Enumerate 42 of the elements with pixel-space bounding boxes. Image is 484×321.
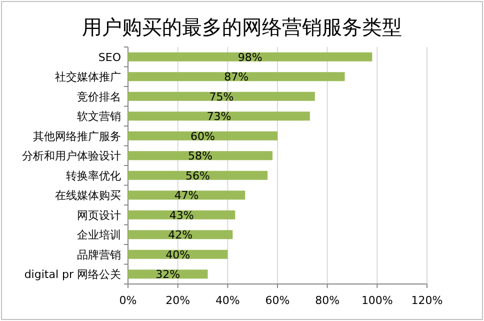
y-tick-label: 分析和用户体验设计: [22, 150, 121, 163]
x-tick-label: 80%: [315, 294, 340, 307]
bar: [128, 230, 233, 240]
y-tick-label: 转换率优化: [66, 169, 121, 182]
data-label: 87%: [224, 70, 249, 84]
bar: [128, 151, 273, 160]
x-tick-label: 60%: [265, 294, 290, 307]
x-tick-label: 100%: [361, 294, 393, 307]
y-tick-label: 企业培训: [77, 228, 121, 242]
y-tick-label: 在线媒体购买: [55, 189, 121, 202]
bar: [128, 210, 236, 220]
data-label: 98%: [238, 50, 262, 64]
data-label: 42%: [168, 228, 193, 242]
data-label: 56%: [186, 169, 210, 182]
y-tick-label: 其他网络推广服务: [33, 130, 121, 143]
y-tick-label: 品牌营销: [77, 248, 121, 262]
y-tick-label: 社交媒体推广: [55, 70, 121, 84]
y-tick-label: digital pr 网络公关: [24, 268, 121, 282]
x-tick-label: 120%: [411, 294, 443, 307]
data-label: 47%: [174, 189, 199, 202]
x-tick-label: 0%: [119, 294, 137, 307]
bar: [128, 72, 345, 82]
y-tick-label: SEO: [98, 50, 122, 64]
y-tick-label: 软文营销: [77, 110, 121, 124]
bar: [128, 170, 268, 180]
bar: [128, 131, 278, 140]
data-label: 32%: [156, 268, 180, 282]
chart-title: 用户购买的最多的网络营销服务类型: [82, 15, 402, 39]
y-tick-label: 竞价排名: [77, 90, 121, 104]
data-label: 40%: [166, 248, 190, 262]
bar: [128, 92, 315, 101]
x-tick-label: 20%: [166, 294, 190, 307]
x-tick-label: 40%: [215, 294, 240, 307]
y-tick-label: 网页设计: [77, 208, 121, 222]
bar: [128, 52, 372, 62]
data-label: 43%: [169, 208, 194, 222]
data-label: 75%: [209, 90, 234, 104]
data-label: 58%: [188, 150, 212, 163]
data-label: 73%: [206, 110, 232, 124]
bar: [128, 190, 246, 200]
data-label: 60%: [190, 130, 215, 143]
bar: [128, 112, 310, 121]
